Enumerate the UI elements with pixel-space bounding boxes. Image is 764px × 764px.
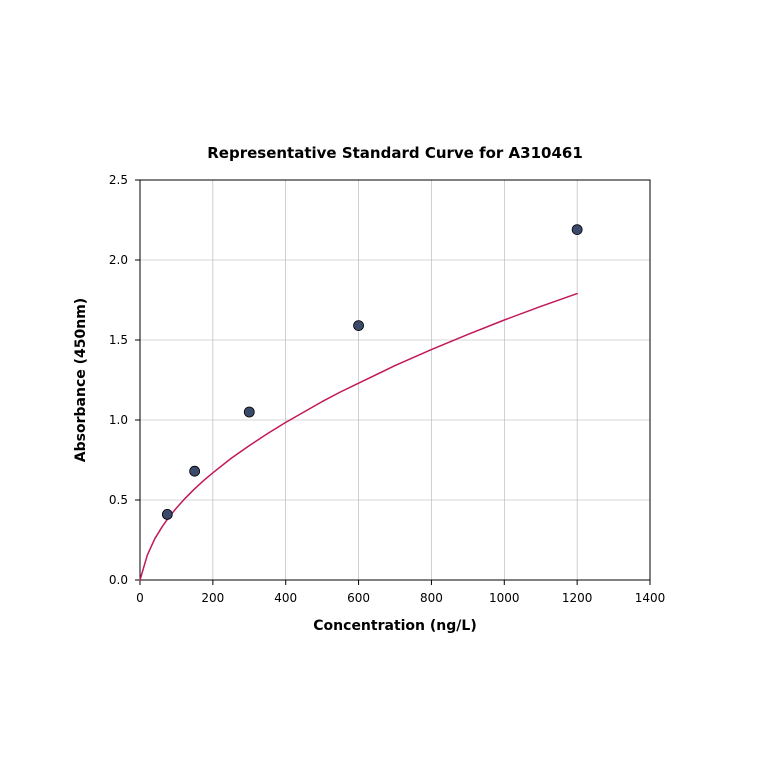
y-tick-label: 1.5 [109, 333, 128, 347]
data-point [190, 466, 200, 476]
x-tick-label: 400 [274, 591, 297, 605]
data-point [244, 407, 254, 417]
y-tick-label: 0.0 [109, 573, 128, 587]
x-tick-label: 800 [420, 591, 443, 605]
chart-title: Representative Standard Curve for A31046… [207, 144, 583, 162]
chart-container: 0 200 400 600 800 1000 1200 1400 0.0 0.5 1.0 1.5 2.0… [0, 0, 764, 764]
data-point [162, 509, 172, 519]
x-tick-label: 200 [201, 591, 224, 605]
y-tick-label: 2.0 [109, 253, 128, 267]
y-tick-label: 1.0 [109, 413, 128, 427]
chart-svg: 0 200 400 600 800 1000 1200 1400 0.0 0.5 1.0 1.5 2.0… [0, 0, 764, 764]
x-tick-label: 0 [136, 591, 144, 605]
x-tick-label: 1200 [562, 591, 593, 605]
data-point [354, 321, 364, 331]
x-tick-label: 1000 [489, 591, 520, 605]
x-tick-label: 1400 [635, 591, 666, 605]
y-tick-label: 0.5 [109, 493, 128, 507]
x-tick-label: 600 [347, 591, 370, 605]
y-tick-label: 2.5 [109, 173, 128, 187]
chart-background [0, 0, 764, 764]
x-axis-label: Concentration (ng/L) [313, 618, 476, 634]
y-axis-label: Absorbance (450nm) [73, 298, 89, 462]
data-point [572, 225, 582, 235]
